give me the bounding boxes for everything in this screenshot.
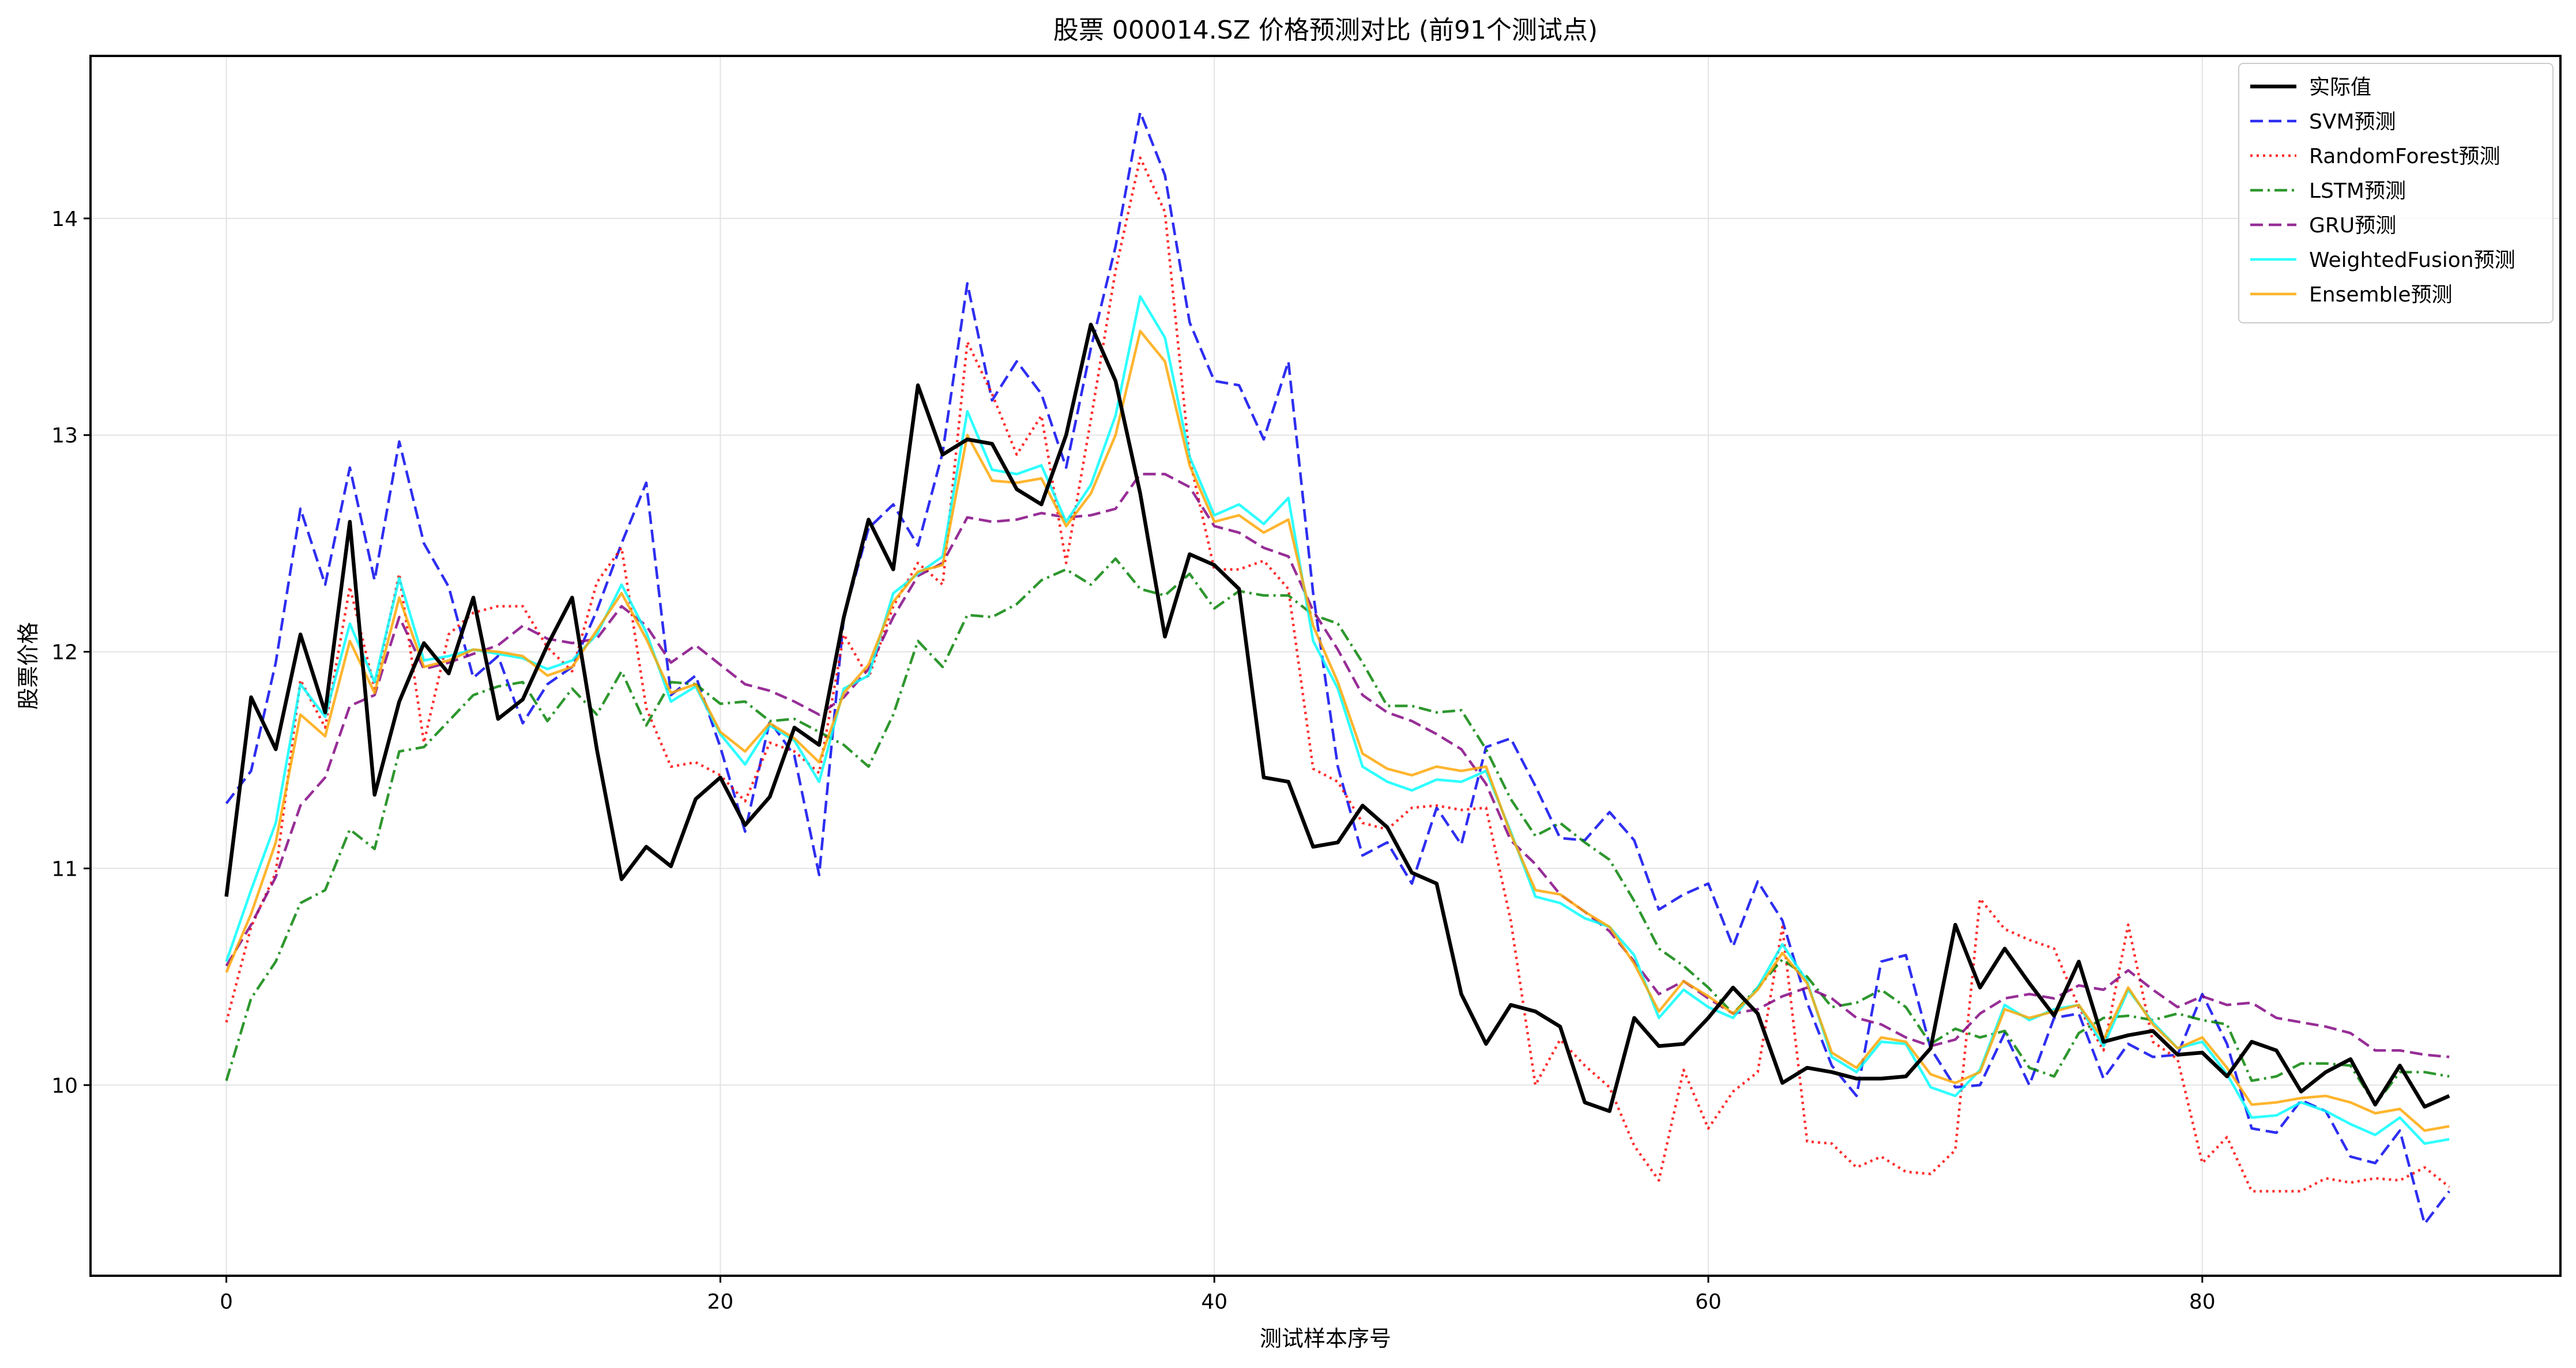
x-tick-label: 0 [220, 1290, 233, 1314]
chart-title: 股票 000014.SZ 价格预测对比 (前91个测试点) [1053, 16, 1598, 45]
axes: 0 20 40 60 80 10 11 12 13 14 [51, 208, 2216, 1314]
legend-label: Ensemble预测 [2309, 283, 2453, 307]
legend-label: WeightedFusion预测 [2309, 248, 2515, 272]
y-tick-label: 12 [51, 641, 78, 665]
legend-label: SVM预测 [2309, 110, 2396, 134]
legend-box [2238, 63, 2554, 323]
legend-label: 实际值 [2309, 76, 2371, 99]
y-tick-label: 11 [51, 857, 78, 881]
x-tick-label: 20 [707, 1290, 734, 1314]
series-line-1 [225, 111, 2450, 1226]
legend-label: GRU预测 [2309, 214, 2396, 238]
series-line-0 [224, 322, 2450, 1113]
legend-label: LSTM预测 [2309, 179, 2406, 203]
y-axis-label: 股票价格 [16, 622, 41, 710]
series-group [224, 111, 2450, 1226]
series-line-4 [225, 473, 2450, 1058]
y-tick-label: 14 [51, 208, 78, 231]
legend-label: RandomForest预测 [2309, 145, 2500, 168]
series-line-6 [225, 330, 2450, 1132]
x-tick-label: 40 [1201, 1290, 1227, 1314]
plot-frame [89, 55, 2562, 1277]
x-tick-label: 60 [1695, 1290, 1722, 1314]
series-line-3 [225, 557, 2450, 1106]
x-axis-label: 测试样本序号 [1260, 1326, 1391, 1351]
x-tick-label: 80 [2189, 1290, 2216, 1314]
y-tick-label: 10 [51, 1074, 78, 1098]
legend: 实际值 SVM预测 RandomForest预测 LSTM预测 GRU预测 Weighte… [2238, 63, 2554, 323]
y-tick-label: 13 [51, 424, 78, 448]
grid [91, 56, 2560, 1276]
